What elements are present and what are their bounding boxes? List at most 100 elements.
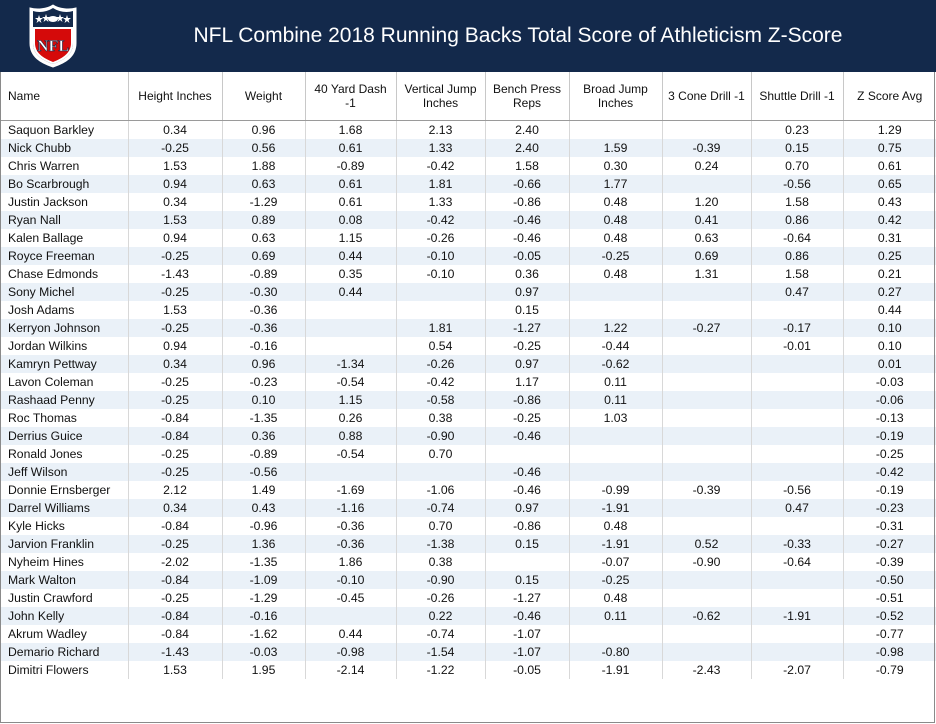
table-cell: 1.53 <box>127 157 222 175</box>
table-cell: 0.48 <box>568 589 662 607</box>
player-name-cell: Josh Adams <box>8 303 75 317</box>
table-cell: -0.84 <box>127 607 222 625</box>
column-header: Bench Press Reps <box>484 72 569 121</box>
table-cell <box>661 301 751 319</box>
table-cell: 1.49 <box>221 481 305 499</box>
table-cell: 0.38 <box>395 409 485 427</box>
player-name-cell: Kalen Ballage <box>8 231 84 245</box>
table-cell <box>661 337 751 355</box>
table-cell: 0.36 <box>484 265 569 283</box>
table-cell: -0.74 <box>395 625 485 643</box>
table-cell: -0.84 <box>127 517 222 535</box>
table-cell: 0.42 <box>842 211 936 229</box>
table-cell: 0.86 <box>750 247 843 265</box>
table-cell: -1.35 <box>221 409 305 427</box>
table-cell: -0.36 <box>221 301 305 319</box>
player-name-cell: Akrum Wadley <box>8 627 87 641</box>
table-cell: -0.77 <box>842 625 936 643</box>
table-cell: 1.20 <box>661 193 751 211</box>
table-cell: -0.23 <box>842 499 936 517</box>
table-cell: -0.39 <box>661 481 751 499</box>
title-banner: NFL NFL Combine 2018 Running Backs Total… <box>0 0 936 72</box>
table-cell: 0.44 <box>304 625 396 643</box>
table-cell: 0.54 <box>395 337 485 355</box>
table-cell: -0.30 <box>221 283 305 301</box>
table-cell: 0.89 <box>221 211 305 229</box>
player-name-cell: Sony Michel <box>0 283 128 301</box>
table-cell: 0.61 <box>842 157 936 175</box>
table-cell: 0.22 <box>395 607 485 625</box>
table-cell: 0.47 <box>750 499 843 517</box>
player-name-cell: Lavon Coleman <box>8 375 94 389</box>
table-cell: -0.25 <box>127 247 222 265</box>
table-cell: 0.43 <box>221 499 305 517</box>
table-cell: 1.15 <box>304 229 396 247</box>
table-cell: -0.52 <box>842 607 936 625</box>
table-cell: -0.46 <box>484 427 569 445</box>
table-cell: -0.16 <box>221 607 305 625</box>
table-cell: -0.84 <box>127 625 222 643</box>
table-cell: -0.84 <box>127 427 222 445</box>
table-cell: 0.44 <box>304 283 396 301</box>
table-cell: -0.90 <box>395 427 485 445</box>
table-cell: -1.91 <box>568 499 662 517</box>
table-row: Chris Warren 1.53 1.88 -0.89 -0.42 1.58 0.30 0.… <box>0 157 936 175</box>
table-cell: -1.22 <box>395 661 485 679</box>
table-cell: 1.53 <box>127 211 222 229</box>
table-cell: 0.63 <box>221 229 305 247</box>
table-cell: 0.26 <box>304 409 396 427</box>
table-cell: -0.33 <box>750 535 843 553</box>
table-cell: -0.45 <box>304 589 396 607</box>
table-cell: -0.36 <box>221 319 305 337</box>
table-cell: -1.09 <box>221 571 305 589</box>
table-cell: -0.44 <box>568 337 662 355</box>
table-cell: 1.33 <box>395 193 485 211</box>
table-cell: -0.64 <box>750 553 843 571</box>
table-row: Justin Crawford -0.25 -1.29 -0.45 -0.26 -1.27… <box>0 589 936 607</box>
column-header: Weight <box>221 72 305 121</box>
table-cell: 0.25 <box>842 247 936 265</box>
table-cell: 1.15 <box>304 391 396 409</box>
table-cell <box>395 301 485 319</box>
table-cell: 1.53 <box>127 301 222 319</box>
column-header: Vertical Jump Inches <box>395 72 485 121</box>
table-cell <box>661 120 751 139</box>
table-cell <box>661 589 751 607</box>
table-cell: 0.94 <box>127 337 222 355</box>
player-name-cell: Jeff Wilson <box>0 463 128 481</box>
table-cell: 0.48 <box>568 229 662 247</box>
table-cell <box>661 427 751 445</box>
table-cell: -0.01 <box>750 337 843 355</box>
table-row: John Kelly -0.84 -0.16 0.22 -0.46 0.11 -0.62 -1… <box>0 607 936 625</box>
player-name-cell: Kamryn Pettway <box>0 355 128 373</box>
table-cell: -0.64 <box>750 229 843 247</box>
player-name-cell: Kyle Hicks <box>8 519 65 533</box>
table-cell: -1.43 <box>127 265 222 283</box>
table-cell: 0.01 <box>842 355 936 373</box>
table-cell: 0.15 <box>484 301 569 319</box>
player-name-cell: Jarvion Franklin <box>0 535 128 553</box>
table-cell: -1.54 <box>395 643 485 661</box>
table-cell: -2.07 <box>750 661 843 679</box>
table-cell: 0.21 <box>842 265 936 283</box>
table-cell <box>568 445 662 463</box>
table-cell: -0.39 <box>842 553 936 571</box>
table-cell: -0.79 <box>842 661 936 679</box>
table-cell: -0.10 <box>395 265 485 283</box>
table-cell: -0.99 <box>568 481 662 499</box>
table-row: Bo Scarbrough 0.94 0.63 0.61 1.81 -0.66 1.77 -0… <box>0 175 936 193</box>
table-cell: 2.40 <box>484 139 569 157</box>
player-name-cell: Mark Walton <box>0 571 128 589</box>
table-cell: -0.89 <box>221 445 305 463</box>
player-name-cell: Chris Warren <box>8 159 80 173</box>
player-name-cell: Donnie Ernsberger <box>8 483 111 497</box>
table-cell <box>304 301 396 319</box>
table-cell: -0.56 <box>750 175 843 193</box>
table-cell: -0.17 <box>750 319 843 337</box>
table-cell <box>661 499 751 517</box>
table-cell: 1.81 <box>395 319 485 337</box>
player-name-cell: Dimitri Flowers <box>8 663 89 677</box>
table-cell: 0.24 <box>661 157 751 175</box>
table-cell: -1.91 <box>750 607 843 625</box>
table-cell: 1.86 <box>304 553 396 571</box>
